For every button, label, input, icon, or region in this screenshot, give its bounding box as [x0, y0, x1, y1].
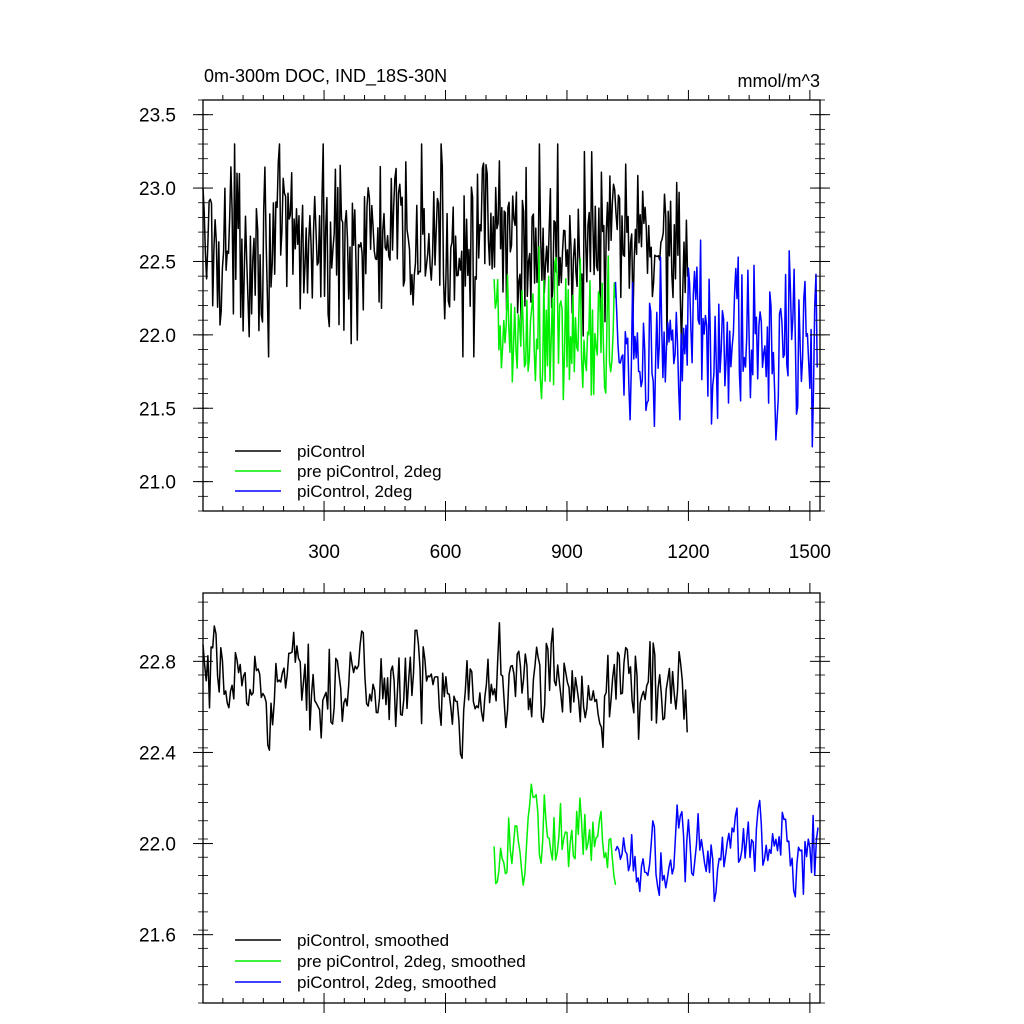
series-line-2	[614, 799, 819, 902]
x-tick-label: 900	[551, 542, 583, 563]
legend-label-0: piControl	[297, 442, 365, 461]
bottom-panel-legend: piControl, smoothed pre piControl, 2deg, …	[235, 931, 526, 992]
top-panel-ticks: 300 600 900 1200 1500 21.0 21.5 22.0 22.5 23.0 23.…	[139, 90, 831, 563]
series-line-1	[493, 783, 617, 886]
series-line-2	[614, 239, 818, 448]
bottom-panel-ticks: 21.6 22.0 22.4 22.8	[139, 583, 830, 1013]
y-tick-label: 22.0	[139, 326, 176, 347]
x-tick-label: 600	[430, 542, 462, 563]
y-tick-label: 21.5	[139, 399, 176, 420]
bottom-panel: 21.6 22.0 22.4 22.8 piControl, smoothed pre …	[139, 583, 830, 1013]
y-tick-label: 22.0	[139, 835, 176, 856]
y-tick-label: 23.0	[139, 179, 176, 200]
x-tick-label: 1200	[667, 542, 709, 563]
bottom-panel-series	[202, 621, 819, 902]
legend-label-0: piControl, smoothed	[297, 931, 449, 950]
series-line-0	[202, 621, 688, 760]
y-tick-label: 23.5	[139, 106, 176, 127]
y-tick-label: 22.5	[139, 252, 176, 273]
top-panel-title: 0m-300m DOC, IND_18S-30N	[204, 66, 447, 87]
bottom-panel-frame	[202, 592, 821, 1004]
x-tick-label: 1500	[789, 542, 831, 563]
top-panel-units: mmol/m^3	[738, 71, 820, 91]
top-panel-series	[202, 143, 818, 448]
legend-label-1: pre piControl, 2deg	[297, 462, 442, 481]
x-tick-label: 300	[308, 542, 340, 563]
series-line-1	[493, 246, 617, 401]
legend-label-2: piControl, 2deg	[297, 482, 412, 501]
y-tick-label: 22.8	[139, 652, 176, 673]
series-line-0	[202, 143, 689, 358]
legend-label-2: piControl, 2deg, smoothed	[297, 973, 496, 992]
y-tick-label: 21.6	[139, 926, 176, 947]
y-tick-label: 22.4	[139, 743, 176, 764]
top-panel: 0m-300m DOC, IND_18S-30N mmol/m^3 300 600…	[139, 66, 831, 563]
legend-label-1: pre piControl, 2deg, smoothed	[297, 952, 526, 971]
y-tick-label: 21.0	[139, 473, 176, 494]
